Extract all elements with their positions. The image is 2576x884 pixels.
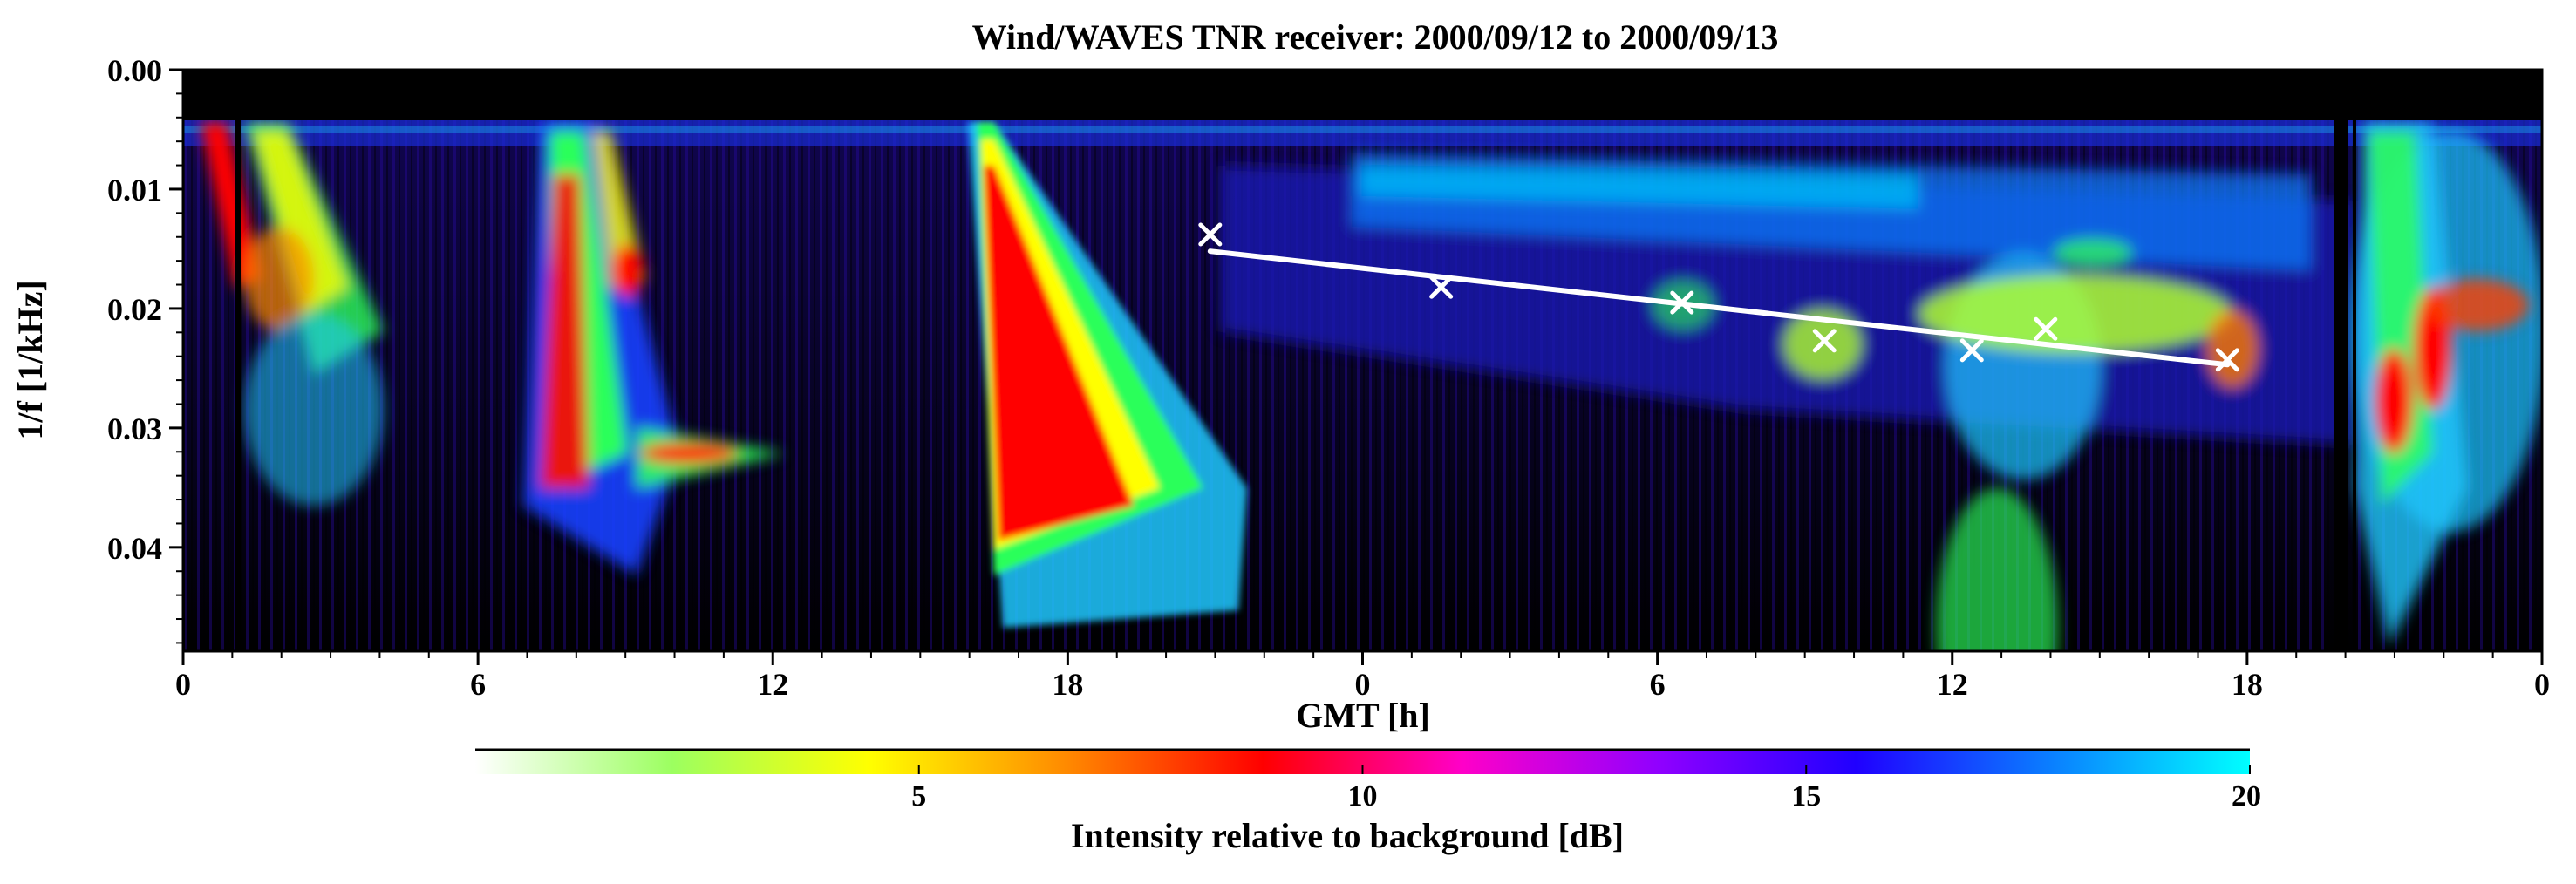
- top-band-bright: [183, 126, 2542, 133]
- marker-point: [1198, 222, 1223, 247]
- x-axis-label: GMT [h]: [1296, 696, 1430, 735]
- data-gap-1: [235, 120, 241, 651]
- marker-point: [1670, 290, 1694, 315]
- chart-title: Wind/WAVES TNR receiver: 2000/09/12 to 2…: [972, 17, 1779, 57]
- y-axis-label: 1/f [1/kHz]: [10, 280, 50, 439]
- data-gap-2: [2334, 120, 2348, 651]
- y-tick-label: 0.01: [107, 173, 162, 207]
- x-tick-label: 0: [1355, 667, 1371, 702]
- y-tick-label: 0.02: [107, 292, 162, 327]
- marker-point: [1812, 329, 1837, 353]
- x-axis: 0 6 12 18 0 6 12 18 0: [175, 651, 2550, 702]
- colorbar-tick-label: 20: [2232, 780, 2261, 813]
- marker-point: [2215, 348, 2239, 372]
- x-tick-label: 18: [1052, 667, 1083, 702]
- no-data-band: [183, 70, 2542, 120]
- colorbar-label: Intensity relative to background [dB]: [1071, 816, 1624, 855]
- colorbar-ticks: 5 10 15 20: [911, 765, 2261, 813]
- spectrogram-image: [183, 70, 2542, 651]
- burst-2: [523, 122, 785, 575]
- burst-3: [968, 122, 1247, 628]
- marker-point: [2034, 316, 2058, 341]
- y-axis: 0.00 0.01 0.02 0.03 0.04: [107, 53, 183, 644]
- marker-point: [1429, 275, 1454, 299]
- data-gap-3: [2353, 120, 2356, 651]
- colorbar-tick-label: 10: [1348, 780, 1378, 813]
- x-tick-label: 6: [470, 667, 486, 702]
- burst-1: [201, 122, 384, 506]
- colorbar-tick-label: 15: [1791, 780, 1821, 813]
- y-tick-label: 0.04: [107, 531, 162, 566]
- x-tick-label: 12: [1937, 667, 1968, 702]
- x-tick-label: 6: [1650, 667, 1666, 702]
- x-tick-label: 12: [757, 667, 788, 702]
- marker-point: [1959, 338, 1984, 363]
- burst-4: [2355, 122, 2529, 645]
- y-tick-label: 0.00: [107, 53, 162, 88]
- fit-line: [1207, 248, 2231, 368]
- colorbar: 5 10 15 20 Intensity relative to background…: [475, 748, 2261, 855]
- x-tick-label: 0: [175, 667, 191, 702]
- x-tick-label: 0: [2534, 667, 2550, 702]
- drifting-band: [1221, 131, 2542, 651]
- x-tick-label: 18: [2232, 667, 2263, 702]
- plot-area: [181, 68, 2544, 653]
- y-tick-label: 0.03: [107, 411, 162, 446]
- overlay-layer: [1198, 222, 2239, 372]
- colorbar-tick-label: 5: [911, 780, 926, 813]
